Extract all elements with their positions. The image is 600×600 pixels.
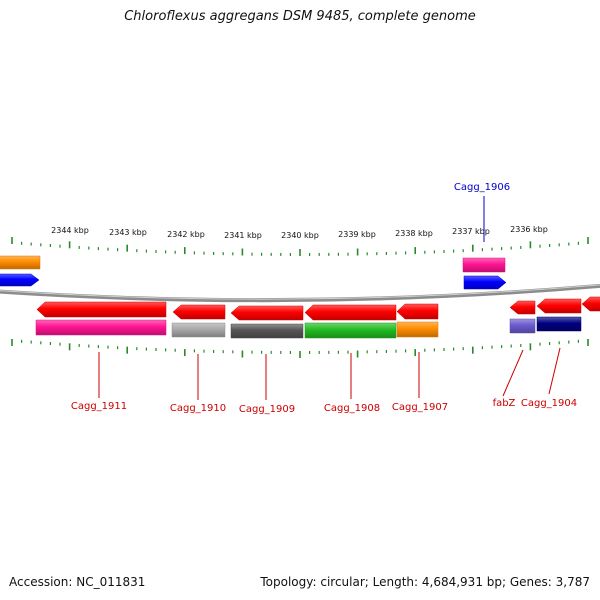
cagg1906-blue-feature <box>463 275 507 290</box>
map-title: Chloroflexus aggregans DSM 9485, complet… <box>124 9 476 24</box>
gene-label: Cagg_1911 <box>71 401 127 412</box>
accession-label: Accession: NC_011831 <box>9 575 146 589</box>
scale-label: 2341 kbp <box>224 231 262 240</box>
scale-label: 2342 kbp <box>167 230 205 239</box>
cagg1909-cds-feature <box>230 305 304 321</box>
gene-label: Cagg_1906 <box>454 182 510 193</box>
gene-label: Cagg_1904 <box>521 398 577 409</box>
cagg1904-gene-feature <box>536 316 582 332</box>
cagg1907-gene-feature <box>396 321 439 338</box>
genome-backbone <box>0 283 600 303</box>
fabz-cds-feature <box>509 300 536 315</box>
cagg1910-cds-feature <box>172 304 226 320</box>
scale-label: 2338 kbp <box>395 229 433 238</box>
cagg1909-gene-feature <box>230 323 304 339</box>
orange-left-edge-feature <box>0 255 41 270</box>
fabz-gene-feature <box>509 318 536 334</box>
scale-label: 2336 kbp <box>510 225 548 234</box>
scale-label: 2343 kbp <box>109 228 147 237</box>
cagg1906-pink-feature <box>462 257 506 273</box>
scale-label: 2339 kbp <box>338 230 376 239</box>
gene-label: Cagg_1909 <box>239 404 295 415</box>
right-edge-cds-feature <box>581 296 600 312</box>
scale-label: 2344 kbp <box>51 226 89 235</box>
blue-left-edge-feature <box>0 273 40 287</box>
cagg1908-cds-feature <box>304 304 397 321</box>
cagg1904-cds-feature <box>536 298 582 314</box>
gene-label: fabZ <box>493 398 516 409</box>
scale-label: 2340 kbp <box>281 231 319 240</box>
cagg1907-cds-feature <box>396 303 439 320</box>
gene-label: Cagg_1908 <box>324 403 380 414</box>
gene-label: Cagg_1910 <box>170 403 226 414</box>
gene-label: Cagg_1907 <box>392 402 448 413</box>
genome-backbone-highlight <box>0 284 600 300</box>
cagg1911-cds-feature <box>36 301 167 318</box>
scale-label: 2337 kbp <box>452 227 490 236</box>
gene-label-leader <box>548 347 561 395</box>
genome-summary: Topology: circular; Length: 4,684,931 bp… <box>260 575 590 589</box>
gene-label-leader <box>502 349 524 397</box>
cagg1911-gene-feature <box>35 319 167 336</box>
cagg1910-gene-feature <box>171 322 226 338</box>
cagg1908-gene-feature <box>304 322 397 339</box>
